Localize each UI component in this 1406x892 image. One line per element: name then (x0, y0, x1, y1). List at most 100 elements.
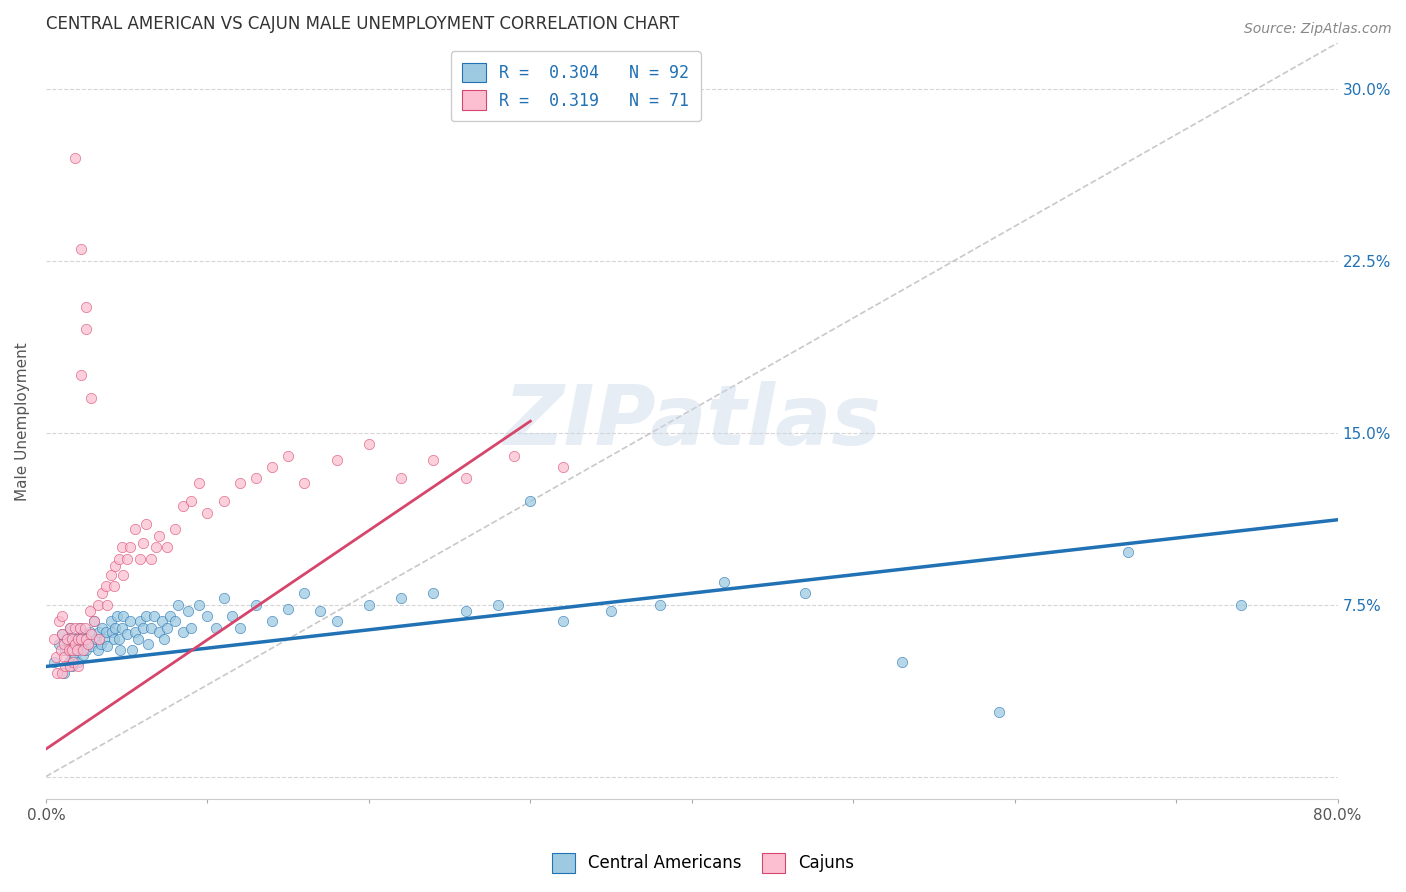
Point (212, 591, 235, 605)
Point (389, 591, 412, 605)
Point (48, 614, 70, 628)
Point (59, 659, 82, 673)
Point (84, 632, 107, 646)
Point (357, 598, 380, 612)
Point (600, 604, 623, 618)
Point (156, 541, 179, 555)
Point (77, 636, 100, 650)
Point (103, 632, 125, 646)
Point (58, 643, 80, 657)
Point (79, 604, 101, 618)
Point (42, 655, 65, 669)
Point (60, 632, 83, 646)
Point (135, 517, 157, 532)
Point (132, 620, 155, 634)
Text: Source: ZipAtlas.com: Source: ZipAtlas.com (1244, 22, 1392, 37)
Point (139, 551, 162, 566)
Point (422, 586, 444, 600)
Point (100, 614, 122, 628)
Point (115, 551, 138, 566)
Point (260, 460, 283, 475)
Point (111, 541, 134, 555)
Point (80, 639, 103, 653)
Point (104, 620, 127, 634)
Point (52, 636, 75, 650)
Point (713, 574, 735, 589)
Point (51, 666, 73, 681)
Point (56, 632, 79, 646)
Point (107, 551, 129, 566)
Point (551, 614, 574, 628)
Point (228, 476, 250, 491)
Point (143, 609, 166, 624)
Point (503, 449, 526, 463)
Point (70, 242, 93, 256)
Point (96, 598, 118, 612)
Point (63, 632, 86, 646)
Point (177, 604, 200, 618)
Point (153, 632, 176, 646)
Point (648, 598, 671, 612)
Point (118, 614, 141, 628)
Point (104, 558, 127, 573)
Point (70, 632, 93, 646)
Point (66, 643, 89, 657)
Point (112, 567, 135, 582)
Point (48, 636, 70, 650)
Point (118, 541, 141, 555)
Point (197, 506, 219, 520)
Point (52, 666, 75, 681)
Point (167, 598, 190, 612)
Point (454, 604, 477, 618)
Point (1116, 545, 1139, 559)
Point (75, 643, 97, 657)
Point (60, 643, 83, 657)
Point (67, 659, 90, 673)
Point (67, 632, 90, 646)
Point (121, 643, 143, 657)
Point (53, 659, 76, 673)
Point (69, 620, 91, 634)
Point (105, 609, 128, 624)
Point (72, 648, 94, 662)
Point (145, 541, 167, 555)
Point (77, 636, 100, 650)
Point (148, 625, 170, 640)
Y-axis label: Male Unemployment: Male Unemployment (15, 342, 30, 500)
Point (79, 625, 101, 640)
Point (132, 535, 155, 549)
Point (89, 632, 111, 646)
Point (75, 300, 97, 314)
Point (42, 632, 65, 646)
Point (70, 368, 93, 383)
Point (128, 614, 150, 628)
Point (94, 625, 117, 640)
Point (112, 609, 135, 624)
Point (197, 609, 219, 624)
Point (245, 471, 267, 485)
Point (60, 650, 83, 665)
Text: ZIPatlas: ZIPatlas (503, 381, 880, 462)
Point (454, 471, 477, 485)
Point (1229, 598, 1251, 612)
Point (172, 625, 194, 640)
Point (325, 614, 347, 628)
Point (67, 632, 90, 646)
Point (69, 620, 91, 634)
Point (165, 614, 187, 628)
Point (52, 650, 75, 665)
Point (519, 494, 541, 508)
Point (150, 614, 173, 628)
Point (56, 632, 79, 646)
Point (63, 648, 86, 662)
Point (309, 604, 332, 618)
Point (70, 636, 93, 650)
Point (58, 655, 80, 669)
Point (486, 598, 509, 612)
Point (75, 632, 97, 646)
Point (292, 586, 315, 600)
Point (551, 460, 574, 475)
Point (62, 636, 84, 650)
Point (110, 643, 132, 657)
Point (139, 620, 162, 634)
